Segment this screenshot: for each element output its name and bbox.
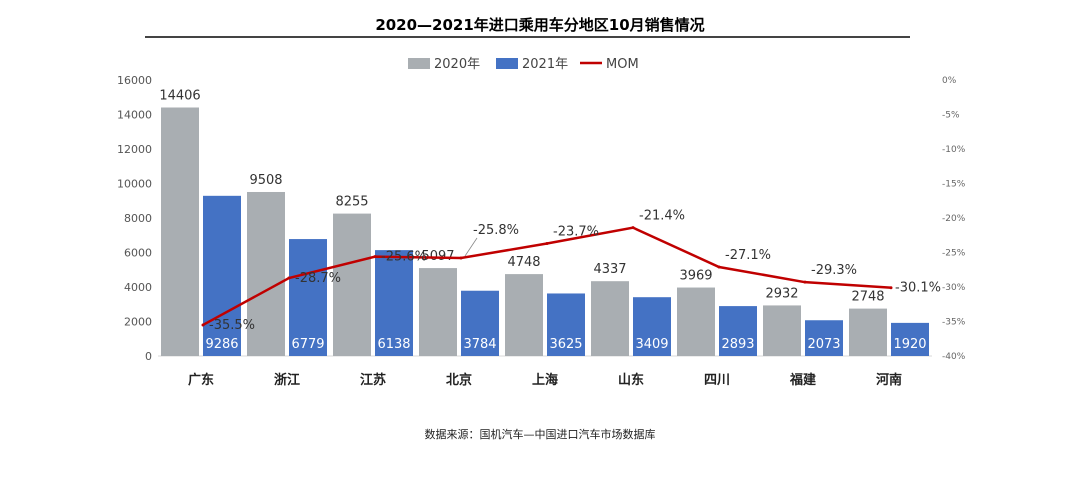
bar-2020-label: 2748 bbox=[851, 290, 884, 305]
category-label: 广东 bbox=[188, 372, 214, 388]
bar-2021 bbox=[289, 239, 327, 356]
bar-2021-label: 2893 bbox=[721, 337, 754, 352]
y-right-tick-label: 0% bbox=[942, 76, 957, 86]
legend-label-2021: 2021年 bbox=[522, 57, 568, 72]
legend-swatch-2021 bbox=[496, 58, 518, 69]
source-note: 数据来源：国机汽车—中国进口汽车市场数据库 bbox=[424, 428, 656, 441]
mom-point bbox=[201, 323, 205, 327]
y-left-tick-label: 6000 bbox=[124, 247, 152, 260]
mom-point bbox=[287, 276, 291, 280]
bar-2020 bbox=[677, 287, 715, 356]
y-left-tick-label: 4000 bbox=[124, 281, 152, 294]
y-left-tick-label: 10000 bbox=[117, 178, 152, 191]
mom-label-leader bbox=[464, 237, 478, 257]
bar-2021 bbox=[461, 290, 499, 356]
bar-2020-label: 9508 bbox=[249, 173, 282, 188]
mom-label: -30.1% bbox=[895, 281, 941, 296]
category-label: 四川 bbox=[704, 373, 730, 388]
legend-label-2020: 2020年 bbox=[434, 57, 480, 72]
mom-label: -29.3% bbox=[811, 263, 857, 278]
y-left-tick-label: 12000 bbox=[117, 143, 152, 156]
y-right-tick-label: -25% bbox=[942, 249, 966, 259]
legend-label-mom: MOM bbox=[606, 57, 639, 72]
category-label: 北京 bbox=[446, 372, 472, 388]
category-label: 福建 bbox=[789, 372, 816, 388]
bar-2020 bbox=[419, 268, 457, 356]
bar-2021 bbox=[375, 250, 413, 356]
chart-title: 2020—2021年进口乘用车分地区10月销售情况 bbox=[375, 16, 705, 34]
y-right-tick-label: -5% bbox=[942, 111, 960, 121]
legend-swatch-2020 bbox=[408, 58, 430, 69]
y-right-tick-label: -10% bbox=[942, 145, 966, 155]
bar-2021 bbox=[719, 306, 757, 356]
mom-point bbox=[373, 255, 377, 259]
bar-2020-label: 14406 bbox=[159, 88, 200, 103]
y-right-tick-label: -40% bbox=[942, 352, 966, 362]
category-label: 江苏 bbox=[360, 372, 386, 388]
bar-2020-label: 2932 bbox=[765, 286, 798, 301]
bar-2021 bbox=[203, 195, 241, 356]
category-label: 上海 bbox=[532, 372, 558, 388]
bar-2021-label: 3409 bbox=[635, 337, 668, 352]
mom-label: -27.1% bbox=[725, 248, 771, 263]
mom-label: -25.6% bbox=[381, 250, 427, 265]
bar-2020-label: 8255 bbox=[335, 195, 368, 210]
category-label: 山东 bbox=[618, 372, 644, 388]
bar-2021-label: 3784 bbox=[463, 337, 496, 352]
y-right-tick-label: -30% bbox=[942, 283, 966, 293]
y-right-tick-label: -35% bbox=[942, 318, 966, 328]
bar-2020-label: 4337 bbox=[593, 262, 626, 277]
title-rule bbox=[145, 36, 910, 38]
mom-point bbox=[889, 286, 893, 290]
bar-2020-label: 3969 bbox=[679, 269, 712, 284]
bar-2020 bbox=[763, 305, 801, 356]
bar-2020-label: 4748 bbox=[507, 255, 540, 270]
mom-point bbox=[459, 256, 463, 260]
bar-2021-label: 3625 bbox=[549, 337, 582, 352]
bar-2021 bbox=[891, 322, 929, 356]
bar-2021-label: 6138 bbox=[377, 337, 410, 352]
y-left-tick-label: 16000 bbox=[117, 74, 152, 87]
bar-2021 bbox=[633, 297, 671, 356]
mom-point bbox=[545, 242, 549, 246]
bar-2020 bbox=[333, 213, 371, 356]
y-right-tick-label: -20% bbox=[942, 214, 966, 224]
bar-2021-label: 9286 bbox=[205, 337, 238, 352]
mom-point bbox=[631, 226, 635, 230]
bar-2021-label: 1920 bbox=[893, 337, 926, 352]
bar-2020 bbox=[849, 308, 887, 356]
mom-label: -25.8% bbox=[473, 223, 519, 238]
y-left-tick-label: 8000 bbox=[124, 212, 152, 225]
bar-2020 bbox=[591, 281, 629, 356]
bar-2020 bbox=[505, 274, 543, 356]
y-left-tick-label: 14000 bbox=[117, 109, 152, 122]
mom-label: -21.4% bbox=[639, 209, 685, 224]
bar-2020 bbox=[161, 107, 199, 357]
mom-label: -35.5% bbox=[209, 318, 255, 333]
mom-label: -23.7% bbox=[553, 225, 599, 240]
y-right-tick-label: -15% bbox=[942, 180, 966, 190]
category-label: 浙江 bbox=[274, 372, 300, 388]
mom-label: -28.7% bbox=[295, 271, 341, 286]
bar-2021 bbox=[805, 320, 843, 356]
bar-2021-label: 2073 bbox=[807, 337, 840, 352]
bar-2020 bbox=[247, 191, 285, 356]
y-left-tick-label: 2000 bbox=[124, 316, 152, 329]
mom-point bbox=[717, 265, 721, 269]
mom-point bbox=[803, 280, 807, 284]
category-label: 河南 bbox=[876, 372, 902, 388]
bar-2021-label: 6779 bbox=[291, 337, 324, 352]
y-left-tick-label: 0 bbox=[145, 350, 152, 363]
bar-2021 bbox=[547, 293, 585, 356]
